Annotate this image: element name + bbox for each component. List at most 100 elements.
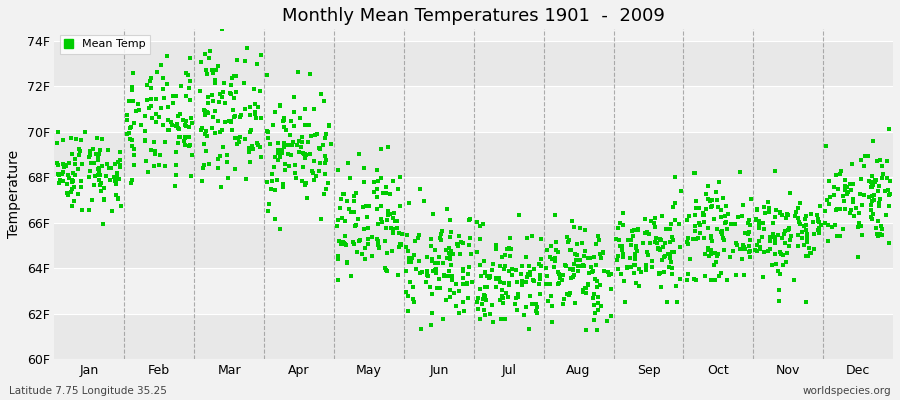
Point: [428, 270, 443, 276]
Point: [720, 226, 734, 232]
Point: [86, 160, 100, 166]
Point: [517, 312, 531, 318]
Point: [333, 240, 347, 247]
Point: [406, 296, 420, 302]
Point: [220, 158, 234, 165]
Point: [313, 215, 328, 222]
Point: [822, 201, 836, 208]
Point: [851, 219, 866, 226]
Point: [166, 100, 180, 106]
Point: [495, 293, 509, 300]
Point: [253, 88, 267, 94]
Point: [501, 282, 516, 288]
Point: [206, 70, 220, 76]
Point: [882, 126, 896, 133]
Point: [443, 254, 457, 261]
Point: [544, 293, 558, 299]
Point: [683, 256, 698, 262]
Point: [737, 244, 751, 250]
Point: [500, 246, 515, 252]
Point: [762, 205, 777, 212]
Point: [312, 159, 327, 166]
Point: [178, 142, 193, 148]
Point: [169, 162, 184, 168]
Point: [408, 238, 422, 244]
Point: [663, 226, 678, 232]
Point: [271, 147, 285, 153]
Point: [352, 151, 366, 157]
Point: [590, 284, 605, 290]
Point: [169, 172, 184, 178]
Point: [367, 189, 382, 195]
Point: [769, 206, 783, 213]
Point: [680, 239, 695, 245]
Text: worldspecies.org: worldspecies.org: [803, 386, 891, 396]
Point: [579, 285, 593, 292]
Point: [838, 206, 852, 212]
Point: [225, 75, 239, 81]
Point: [201, 110, 215, 116]
Point: [719, 203, 733, 209]
Point: [711, 204, 725, 211]
Point: [338, 242, 353, 248]
Point: [400, 308, 415, 314]
Point: [724, 221, 738, 228]
Point: [127, 162, 141, 169]
Point: [768, 250, 782, 257]
Point: [176, 138, 191, 144]
Point: [822, 178, 836, 184]
Point: [821, 222, 835, 229]
Point: [543, 254, 557, 260]
Point: [386, 230, 400, 236]
Point: [735, 246, 750, 252]
Point: [799, 231, 814, 238]
Point: [854, 157, 868, 163]
Point: [652, 271, 666, 278]
Point: [300, 195, 314, 201]
Point: [412, 270, 427, 276]
Point: [650, 240, 664, 246]
Point: [171, 125, 185, 132]
Point: [250, 61, 265, 67]
Point: [178, 92, 193, 99]
Point: [113, 148, 128, 155]
Point: [866, 182, 880, 188]
Point: [71, 165, 86, 172]
Point: [248, 114, 263, 121]
Point: [559, 263, 573, 269]
Point: [544, 256, 559, 262]
Point: [454, 239, 468, 246]
Point: [58, 163, 73, 170]
Point: [108, 192, 122, 198]
Point: [591, 299, 606, 306]
Point: [475, 221, 490, 228]
Point: [710, 252, 724, 259]
Point: [383, 210, 398, 217]
Point: [806, 246, 821, 253]
Point: [202, 161, 216, 168]
Point: [86, 160, 101, 166]
Point: [160, 81, 175, 87]
Point: [370, 167, 384, 173]
Point: [463, 216, 477, 223]
Point: [638, 216, 652, 222]
Point: [276, 117, 291, 123]
Point: [567, 260, 581, 267]
Point: [420, 268, 435, 274]
Point: [307, 106, 321, 112]
Point: [401, 199, 416, 206]
Point: [86, 146, 100, 152]
Point: [205, 114, 220, 120]
Point: [509, 267, 524, 273]
Point: [154, 62, 168, 68]
Point: [664, 234, 679, 240]
Point: [472, 286, 487, 292]
Point: [108, 178, 122, 184]
Point: [400, 293, 415, 300]
Point: [435, 227, 449, 234]
Point: [714, 228, 728, 235]
Point: [639, 262, 653, 268]
Point: [871, 232, 886, 239]
Point: [283, 142, 297, 149]
Point: [807, 231, 822, 237]
